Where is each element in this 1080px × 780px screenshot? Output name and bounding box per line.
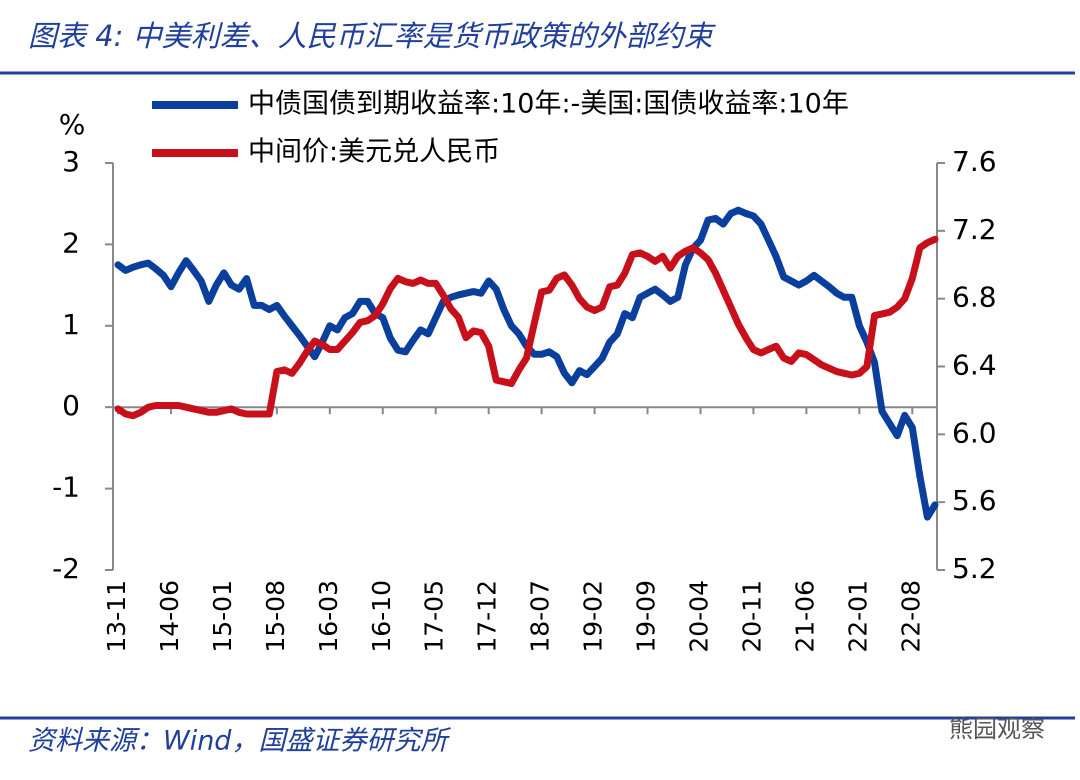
y-tick-label: 1: [62, 308, 80, 341]
x-tick-label: 18-07: [526, 580, 555, 653]
watermark: 熊园观察: [949, 715, 1045, 743]
x-tick-label: 17-12: [473, 580, 502, 653]
legend-label: 中债国债到期收益率:10年:-美国:国债收益率:10年: [248, 89, 849, 120]
x-tick-label: 14-06: [155, 580, 184, 653]
chart-title: 图表 4: 中美利差、人民币汇率是货币政策的外部约束: [28, 19, 717, 53]
y2-tick-label: 6.4: [952, 349, 997, 382]
y2-tick-label: 7.2: [952, 213, 997, 246]
x-tick-label: 13-11: [102, 580, 131, 653]
x-tick-label: 22-01: [843, 580, 872, 653]
y-tick-label: 2: [62, 226, 80, 259]
y-tick-label: 3: [62, 145, 80, 178]
legend-label: 中间价:美元兑人民币: [248, 137, 500, 168]
y2-tick-label: 6.8: [952, 281, 997, 314]
y2-tick-label: 6.0: [952, 416, 997, 449]
y-axis-label: %: [59, 108, 86, 141]
x-tick-label: 19-09: [632, 580, 661, 653]
x-tick-label: 21-06: [790, 580, 819, 653]
y-tick-label: -1: [52, 471, 80, 504]
x-tick-label: 20-11: [737, 580, 766, 653]
x-tick-label: 15-01: [208, 580, 237, 653]
x-tick-label: 16-03: [314, 580, 343, 653]
y2-tick-label: 5.6: [952, 484, 997, 517]
x-tick-label: 19-02: [579, 580, 608, 653]
x-tick-label: 16-10: [367, 580, 396, 653]
y-tick-label: 0: [62, 389, 80, 422]
source: 资料来源：Wind，国盛证券研究所: [28, 726, 451, 757]
y2-tick-label: 7.6: [952, 145, 997, 178]
series-line: [114, 235, 939, 420]
x-tick-label: 22-08: [896, 580, 925, 653]
y2-tick-label: 5.2: [952, 552, 997, 585]
x-tick-label: 20-04: [684, 580, 713, 653]
x-tick-label: 17-05: [420, 580, 449, 653]
x-tick-label: 15-08: [261, 580, 290, 653]
y-tick-label: -2: [52, 552, 80, 585]
